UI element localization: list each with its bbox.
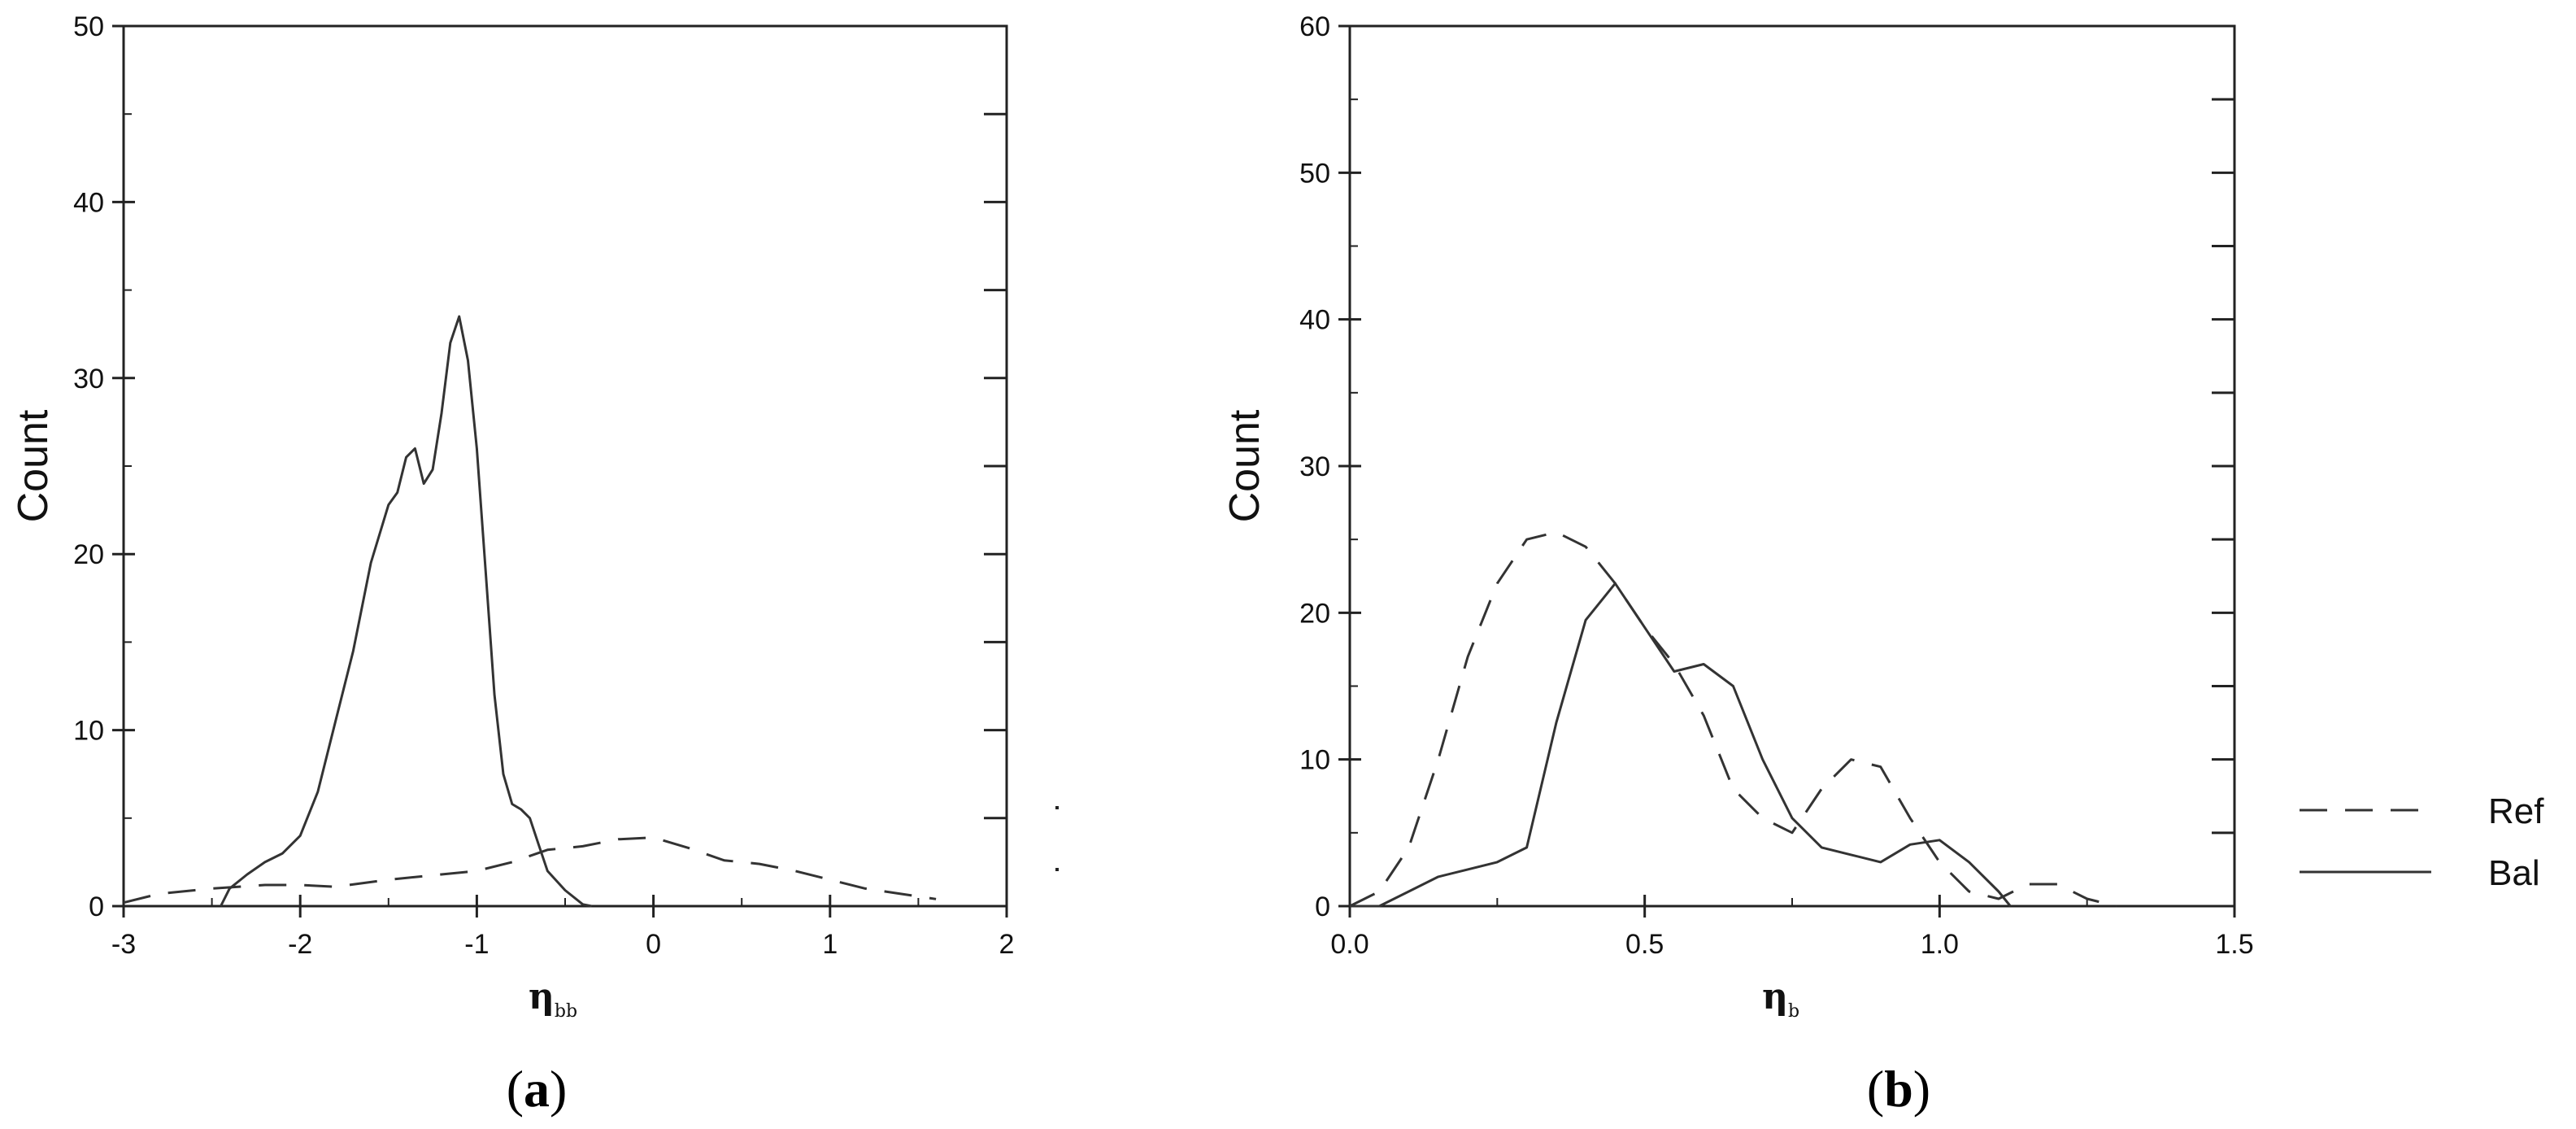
y-tick-label: 20 <box>73 539 104 570</box>
stray-mark <box>1055 868 1059 871</box>
y-axis-title: Count <box>10 409 57 522</box>
series-line-bal <box>220 315 592 908</box>
x-tick-label: 1.5 <box>2215 929 2253 960</box>
y-axis-title: Count <box>1221 409 1268 522</box>
y-tick-label: 30 <box>1299 451 1330 482</box>
legend-label-bal: Bal <box>2488 853 2540 893</box>
plot-frame <box>1348 24 2236 908</box>
series-line-bal <box>1350 582 2012 908</box>
panel-b: 0 10 20 30 40 50 60 0.0 0.5 1.0 1.5 Count ηb <box>1221 11 2254 1022</box>
x-tick-label: 2 <box>999 929 1015 960</box>
stray-mark <box>1055 806 1059 809</box>
series-line-ref <box>123 836 937 905</box>
series-line-ref <box>1349 530 2117 908</box>
y-tick-label: 60 <box>1299 11 1330 42</box>
legend-label-ref: Ref <box>2488 791 2544 831</box>
y-tick-label: 30 <box>73 364 104 394</box>
y-tick-label: 40 <box>1299 305 1330 336</box>
x-tick-label: 0.0 <box>1330 929 1368 960</box>
x-tick-label: 1.0 <box>1921 929 1959 960</box>
x-tick-label: -3 <box>111 929 136 960</box>
y-tick-label: 10 <box>73 716 104 747</box>
y-tick-label: 50 <box>1299 158 1330 189</box>
x-axis-title: ηb <box>1762 976 1799 1022</box>
plot-frame <box>122 24 1008 908</box>
y-tick-label: 20 <box>1299 598 1330 629</box>
legend: Ref Bal <box>2300 791 2544 893</box>
x-tick-label: -1 <box>464 929 489 960</box>
y-tick-label: 0 <box>1315 891 1330 922</box>
x-tick-label: -2 <box>288 929 312 960</box>
x-tick-label: 0.5 <box>1625 929 1664 960</box>
x-axis-title: ηbb <box>529 976 577 1022</box>
y-tick-label: 50 <box>73 11 104 42</box>
x-tick-label: 0 <box>646 929 661 960</box>
x-tick-label: 1 <box>822 929 838 960</box>
y-tick-label: 40 <box>73 187 104 218</box>
caption-b: (b) <box>1867 1060 1930 1118</box>
y-tick-label: 0 <box>89 891 104 922</box>
panel-a: 0 10 20 30 40 50 -3 -2 -1 0 1 2 Count ηbb <box>10 11 1014 1022</box>
y-tick-label: 10 <box>1299 745 1330 776</box>
caption-a: (a) <box>507 1060 568 1118</box>
